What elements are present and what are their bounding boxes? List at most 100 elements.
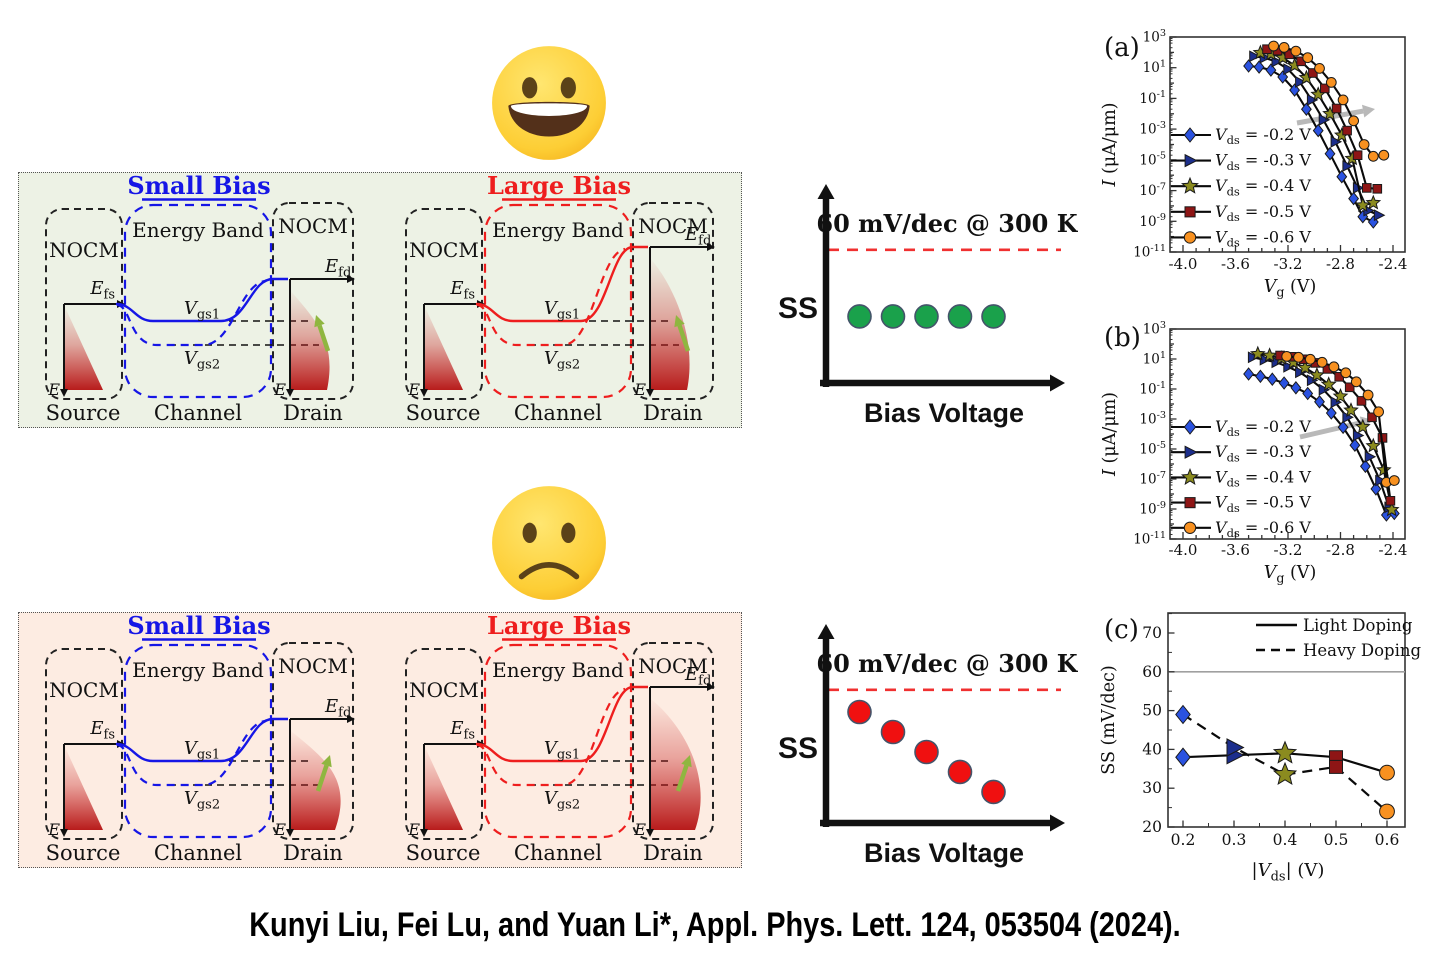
sad-emoji-icon	[488, 482, 610, 604]
svg-text:50: 50	[1142, 702, 1162, 720]
svg-text:Efs: Efs	[89, 278, 115, 303]
svg-text:10-7: 10-7	[1139, 470, 1166, 488]
svg-text:Vg (V): Vg (V)	[1264, 277, 1317, 300]
svg-text:I (μA/μm): I (μA/μm)	[1100, 392, 1120, 477]
svg-text:Vg (V): Vg (V)	[1264, 563, 1317, 586]
svg-text:10-3: 10-3	[1139, 410, 1166, 428]
ss-dot	[847, 699, 872, 725]
svg-text:0.6: 0.6	[1375, 831, 1400, 849]
svg-text:Channel: Channel	[154, 401, 243, 425]
svg-text:-4.0: -4.0	[1169, 541, 1198, 559]
svg-text:Channel: Channel	[514, 401, 603, 425]
band-panel: Large Bias NOCM NOCM Energy Band Efs Efd Vgs1 V…	[405, 173, 715, 425]
svg-text:0.2: 0.2	[1171, 831, 1196, 849]
panel-b-transfer-plot: -4.0 -3.6 -3.2 -2.8 -2.4 103 101 10-1 10-3 10-5 10…	[1098, 298, 1429, 590]
panel-c-ss-plot: 20 30 40 50 60 70 0.2 0.3 0.4 0.5 0.6 Light Doping H…	[1098, 588, 1429, 890]
svg-text:(c): (c)	[1104, 615, 1139, 645]
svg-text:Energy Band: Energy Band	[132, 658, 264, 682]
emoji-frown	[518, 562, 580, 580]
drain-dos-fill	[651, 699, 701, 830]
svg-text:Vds = -0.6 V: Vds = -0.6 V	[1215, 518, 1311, 540]
svg-text:|Vds| (V): |Vds| (V)	[1252, 860, 1325, 885]
ss-dot	[914, 739, 939, 765]
ss-dot	[947, 304, 973, 329]
ss-dot	[981, 779, 1006, 805]
svg-text:Efd: Efd	[324, 256, 351, 281]
band-curve-vgs1	[115, 717, 288, 763]
citation: Kunyi Liu, Fei Lu, and Yuan Li*, Appl. P…	[0, 906, 1429, 945]
drain-injection-arrow-icon	[674, 315, 691, 352]
svg-text:NOCM: NOCM	[278, 654, 348, 678]
svg-text:10-11: 10-11	[1133, 530, 1166, 548]
svg-text:NOCM: NOCM	[409, 238, 479, 262]
svg-text:E: E	[407, 820, 420, 839]
svg-text:Bias Voltage: Bias Voltage	[864, 838, 1024, 868]
svg-text:Vgs1: Vgs1	[544, 298, 580, 323]
svg-text:103: 103	[1143, 28, 1166, 46]
svg-text:Small Bias: Small Bias	[127, 173, 270, 200]
band-curve-vgs1	[115, 277, 288, 323]
emoji-eye	[522, 522, 537, 543]
emoji-eye	[522, 77, 538, 99]
band-panel: Small Bias NOCM NOCM Energy Band Efs Efd Vgs1 V…	[45, 613, 355, 865]
drain-injection-arrow-icon	[315, 755, 332, 792]
svg-text:Efs: Efs	[449, 278, 475, 303]
svg-text:Channel: Channel	[514, 841, 603, 865]
svg-text:Vds = -0.4 V: Vds = -0.4 V	[1215, 467, 1311, 489]
x-axis	[820, 814, 1065, 832]
panel_c: 20 30 40 50 60 70 0.2 0.3 0.4 0.5 0.6 Light Doping H…	[1099, 612, 1422, 885]
svg-text:101: 101	[1143, 59, 1166, 77]
svg-text:NOCM: NOCM	[49, 678, 119, 702]
curve-heavy-doping	[1182, 713, 1388, 813]
svg-text:Vgs2: Vgs2	[184, 348, 220, 373]
svg-text:10-5: 10-5	[1139, 151, 1166, 169]
svg-text:40: 40	[1142, 740, 1162, 758]
svg-text:Large Bias: Large Bias	[487, 613, 631, 640]
ss-dot	[947, 759, 973, 785]
drain-nocm-box	[272, 642, 354, 840]
svg-text:10-5: 10-5	[1139, 440, 1166, 458]
svg-text:Efs: Efs	[89, 718, 115, 743]
band-curve-vgs2	[116, 719, 266, 787]
svg-text:Vgs2: Vgs2	[544, 788, 580, 813]
svg-text:10-7: 10-7	[1139, 181, 1166, 199]
svg-text:0.5: 0.5	[1324, 831, 1349, 849]
y-axis	[817, 184, 835, 387]
band-panel: Large Bias NOCM NOCM Energy Band Efs Efd Vgs1 V…	[405, 613, 715, 865]
svg-text:Drain: Drain	[643, 841, 703, 865]
svg-text:E: E	[633, 380, 646, 399]
svg-text:E: E	[273, 820, 286, 839]
svg-text:-3.2: -3.2	[1274, 255, 1303, 273]
ss-dot	[914, 304, 939, 329]
ss-dot	[847, 304, 872, 329]
svg-text:Vgs1: Vgs1	[184, 298, 220, 323]
drain-dos-fill	[651, 259, 690, 390]
svg-text:Vgs2: Vgs2	[184, 788, 220, 813]
svg-text:Vgs1: Vgs1	[184, 738, 220, 763]
emoji-face	[492, 486, 606, 600]
svg-text:Vds = -0.2 V: Vds = -0.2 V	[1215, 125, 1311, 147]
svg-text:Bias Voltage: Bias Voltage	[864, 398, 1024, 428]
svg-text:Vds = -0.6 V: Vds = -0.6 V	[1215, 227, 1311, 249]
svg-text:10-1: 10-1	[1139, 89, 1166, 107]
svg-text:Vds = -0.5 V: Vds = -0.5 V	[1215, 202, 1311, 224]
svg-text:Efs: Efs	[449, 718, 475, 743]
svg-text:Heavy Doping: Heavy Doping	[1303, 641, 1422, 660]
svg-text:SS: SS	[778, 292, 818, 325]
svg-text:10-3: 10-3	[1139, 120, 1166, 138]
panel-a-transfer-plot: -4.0 -3.6 -3.2 -2.8 -2.4 103 101 10-1 10-3 10-5 10…	[1098, 10, 1429, 302]
svg-text:Vds = -0.3 V: Vds = -0.3 V	[1215, 151, 1311, 173]
channel-box	[123, 643, 273, 839]
svg-text:NOCM: NOCM	[409, 678, 479, 702]
svg-text:E: E	[633, 820, 646, 839]
svg-text:-4.0: -4.0	[1169, 255, 1198, 273]
svg-text:Vds = -0.2 V: Vds = -0.2 V	[1215, 417, 1311, 439]
y-axis-label: I (μA/μm)	[1100, 392, 1120, 477]
svg-text:E: E	[407, 380, 420, 399]
x-axis	[820, 374, 1065, 392]
svg-text:0.3: 0.3	[1222, 831, 1247, 849]
happy-emoji-icon	[488, 42, 610, 164]
svg-text:I (μA/μm): I (μA/μm)	[1100, 102, 1120, 187]
svg-text:0.4: 0.4	[1273, 831, 1298, 849]
